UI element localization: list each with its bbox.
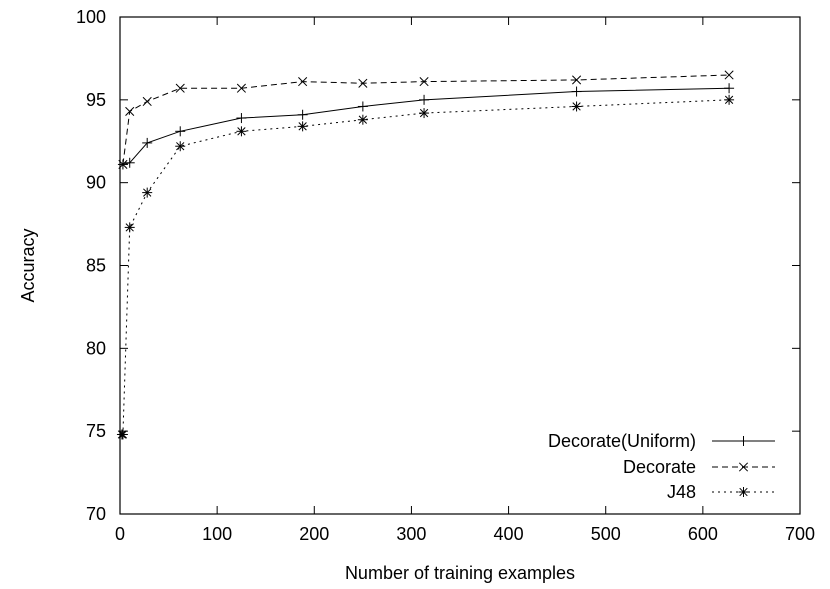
data-point bbox=[571, 101, 582, 112]
x-tick-label: 200 bbox=[299, 524, 329, 544]
y-tick-label: 100 bbox=[76, 7, 106, 27]
legend-marker bbox=[738, 462, 749, 472]
series-line bbox=[122, 87, 730, 165]
legend-marker bbox=[738, 436, 749, 446]
x-tick-label: 0 bbox=[115, 524, 125, 544]
series-2 bbox=[116, 94, 735, 440]
plot-frame bbox=[119, 16, 801, 515]
data-point bbox=[124, 222, 135, 233]
data-point bbox=[357, 114, 368, 125]
legend-marker bbox=[738, 487, 749, 497]
data-point bbox=[298, 77, 308, 87]
x-tick-label: 300 bbox=[396, 524, 426, 544]
x-tick-label: 600 bbox=[688, 524, 718, 544]
legend-item: Decorate(Uniform) bbox=[548, 431, 775, 451]
data-point bbox=[724, 94, 735, 105]
data-point bbox=[236, 113, 247, 124]
data-point bbox=[236, 126, 247, 137]
data-point bbox=[142, 137, 153, 148]
y-tick-label: 75 bbox=[86, 421, 106, 441]
data-point bbox=[419, 94, 430, 105]
series-line bbox=[122, 74, 730, 165]
data-point bbox=[175, 126, 186, 137]
x-tick-label: 100 bbox=[202, 524, 232, 544]
x-ticks: 0 100 200 300 400 500 600 700 bbox=[115, 17, 815, 544]
data-point bbox=[724, 83, 735, 94]
series-0 bbox=[117, 83, 735, 170]
y-ticks: 70 75 80 85 90 95 100 bbox=[76, 7, 800, 524]
data-point bbox=[117, 429, 128, 440]
legend-label: J48 bbox=[667, 482, 696, 502]
data-point bbox=[297, 109, 308, 120]
x-axis-label: Number of training examples bbox=[345, 563, 575, 583]
data-point bbox=[358, 78, 368, 88]
data-point bbox=[175, 141, 186, 152]
y-tick-label: 80 bbox=[86, 338, 106, 358]
legend-item: J48 bbox=[667, 482, 775, 502]
y-axis-label: Accuracy bbox=[18, 228, 38, 302]
plot-area bbox=[116, 70, 735, 440]
data-point bbox=[571, 86, 582, 97]
data-point bbox=[175, 83, 185, 93]
axes bbox=[119, 16, 801, 515]
legend-label: Decorate(Uniform) bbox=[548, 431, 696, 451]
legend-label: Decorate bbox=[623, 457, 696, 477]
data-point bbox=[419, 77, 429, 87]
legend: Decorate(Uniform) Decorate J48 bbox=[548, 431, 775, 502]
x-tick-label: 400 bbox=[494, 524, 524, 544]
y-tick-label: 95 bbox=[86, 90, 106, 110]
series-1 bbox=[118, 70, 734, 169]
data-point bbox=[724, 70, 734, 80]
x-tick-label: 500 bbox=[591, 524, 621, 544]
data-point bbox=[297, 121, 308, 132]
data-point bbox=[572, 75, 582, 85]
data-point bbox=[125, 106, 135, 116]
series-line bbox=[121, 99, 730, 435]
data-point bbox=[118, 159, 128, 169]
data-point bbox=[357, 101, 368, 112]
x-tick-label: 700 bbox=[785, 524, 815, 544]
y-tick-label: 85 bbox=[86, 256, 106, 276]
data-point bbox=[236, 83, 246, 93]
data-point bbox=[142, 96, 152, 107]
legend-item: Decorate bbox=[623, 457, 775, 477]
y-tick-label: 90 bbox=[86, 173, 106, 193]
y-tick-label: 70 bbox=[86, 504, 106, 524]
data-point bbox=[124, 157, 135, 168]
data-point bbox=[419, 108, 430, 119]
data-point bbox=[142, 187, 153, 198]
